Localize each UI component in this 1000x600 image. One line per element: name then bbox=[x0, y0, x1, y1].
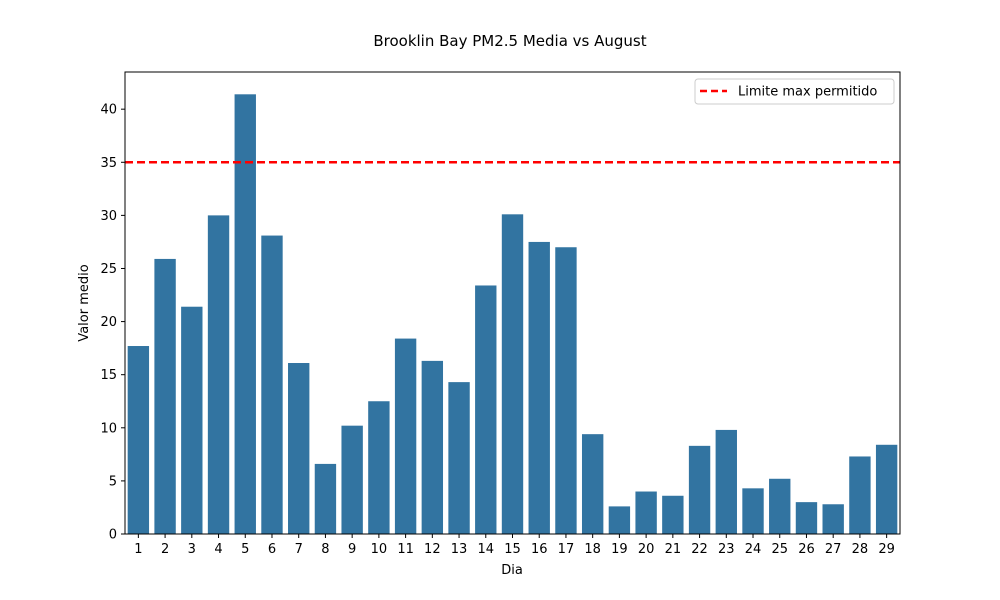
legend-box bbox=[694, 78, 895, 105]
bar-day-4 bbox=[207, 215, 230, 534]
x-tick-label: 4 bbox=[214, 542, 222, 557]
x-tick-label: 2 bbox=[161, 542, 169, 557]
x-tick-label: 19 bbox=[611, 542, 628, 557]
bar-day-22 bbox=[688, 445, 711, 534]
x-tick-label: 29 bbox=[878, 542, 895, 557]
x-tick-label: 27 bbox=[825, 542, 842, 557]
legend: Limite max permitido bbox=[694, 78, 895, 105]
bar-day-12 bbox=[421, 360, 444, 534]
bar-day-15 bbox=[501, 214, 524, 534]
bar-day-24 bbox=[742, 488, 764, 534]
y-tick-label: 25 bbox=[100, 262, 117, 277]
bar-day-11 bbox=[394, 338, 417, 534]
bar-day-10 bbox=[368, 401, 390, 534]
x-tick-label: 3 bbox=[188, 542, 196, 557]
x-tick-label: 1 bbox=[134, 542, 142, 557]
bar-day-18 bbox=[581, 434, 604, 534]
bar-day-7 bbox=[288, 363, 310, 534]
legend-label: Limite max permitido bbox=[738, 85, 877, 100]
bar-day-19 bbox=[608, 506, 631, 534]
bar-day-20 bbox=[635, 491, 657, 534]
bar-day-27 bbox=[822, 504, 844, 534]
x-tick-label: 21 bbox=[665, 542, 682, 557]
y-axis: 0 5 10 15 20 25 30 35 40 bbox=[100, 103, 125, 543]
x-tick-label: 17 bbox=[558, 542, 575, 557]
x-tick-label: 6 bbox=[268, 542, 276, 557]
bar-day-26 bbox=[795, 502, 818, 534]
x-tick-label: 24 bbox=[745, 542, 762, 557]
x-tick-label: 26 bbox=[798, 542, 815, 557]
bar-day-8 bbox=[314, 463, 337, 534]
x-tick-label: 20 bbox=[638, 542, 655, 557]
bar-day-2 bbox=[154, 258, 176, 534]
chart-title: Brooklin Bay PM2.5 Media vs August bbox=[373, 32, 646, 50]
y-tick-label: 15 bbox=[100, 368, 117, 383]
y-tick-label: 40 bbox=[100, 103, 117, 118]
bar-day-16 bbox=[528, 241, 550, 534]
bar-day-5 bbox=[234, 94, 256, 534]
y-tick-label: 30 bbox=[100, 209, 117, 224]
bar-day-23 bbox=[715, 429, 737, 534]
y-tick-label: 0 bbox=[109, 528, 117, 543]
x-axis: 1 2 3 4 5 6 7 8 9 10 11 12 13 14 15 16 17 18 19 20 21 22 23 24 2… bbox=[134, 534, 895, 557]
x-tick-label: 8 bbox=[321, 542, 329, 557]
y-tick-label: 10 bbox=[100, 421, 117, 436]
y-axis-label: Valor medio bbox=[77, 264, 92, 341]
x-tick-label: 16 bbox=[531, 542, 548, 557]
x-tick-label: 15 bbox=[504, 542, 521, 557]
y-tick-label: 35 bbox=[100, 156, 117, 171]
x-tick-label: 12 bbox=[424, 542, 441, 557]
bar-day-6 bbox=[261, 235, 283, 534]
bar-day-14 bbox=[475, 285, 497, 534]
x-tick-label: 10 bbox=[371, 542, 388, 557]
x-tick-label: 11 bbox=[397, 542, 414, 557]
bar-day-9 bbox=[341, 425, 363, 534]
x-tick-label: 13 bbox=[451, 542, 468, 557]
x-tick-label: 22 bbox=[691, 542, 708, 557]
bar-day-17 bbox=[555, 247, 577, 534]
x-tick-label: 23 bbox=[718, 542, 735, 557]
x-tick-label: 14 bbox=[478, 542, 495, 557]
bar-day-29 bbox=[875, 444, 898, 534]
bar-day-13 bbox=[448, 382, 470, 534]
x-tick-label: 9 bbox=[348, 542, 356, 557]
x-tick-label: 18 bbox=[584, 542, 601, 557]
bar-day-25 bbox=[769, 478, 791, 534]
bar-day-1 bbox=[127, 346, 150, 534]
y-tick-label: 5 bbox=[109, 474, 117, 489]
x-tick-label: 7 bbox=[295, 542, 303, 557]
y-tick-label: 20 bbox=[100, 315, 117, 330]
bar-day-28 bbox=[849, 456, 871, 534]
x-tick-label: 25 bbox=[771, 542, 788, 557]
bars-group bbox=[127, 94, 898, 534]
bar-day-3 bbox=[181, 306, 203, 534]
x-tick-label: 28 bbox=[852, 542, 869, 557]
x-axis-label: Dia bbox=[501, 563, 523, 578]
bar-day-21 bbox=[662, 495, 684, 534]
x-tick-label: 5 bbox=[241, 542, 249, 557]
